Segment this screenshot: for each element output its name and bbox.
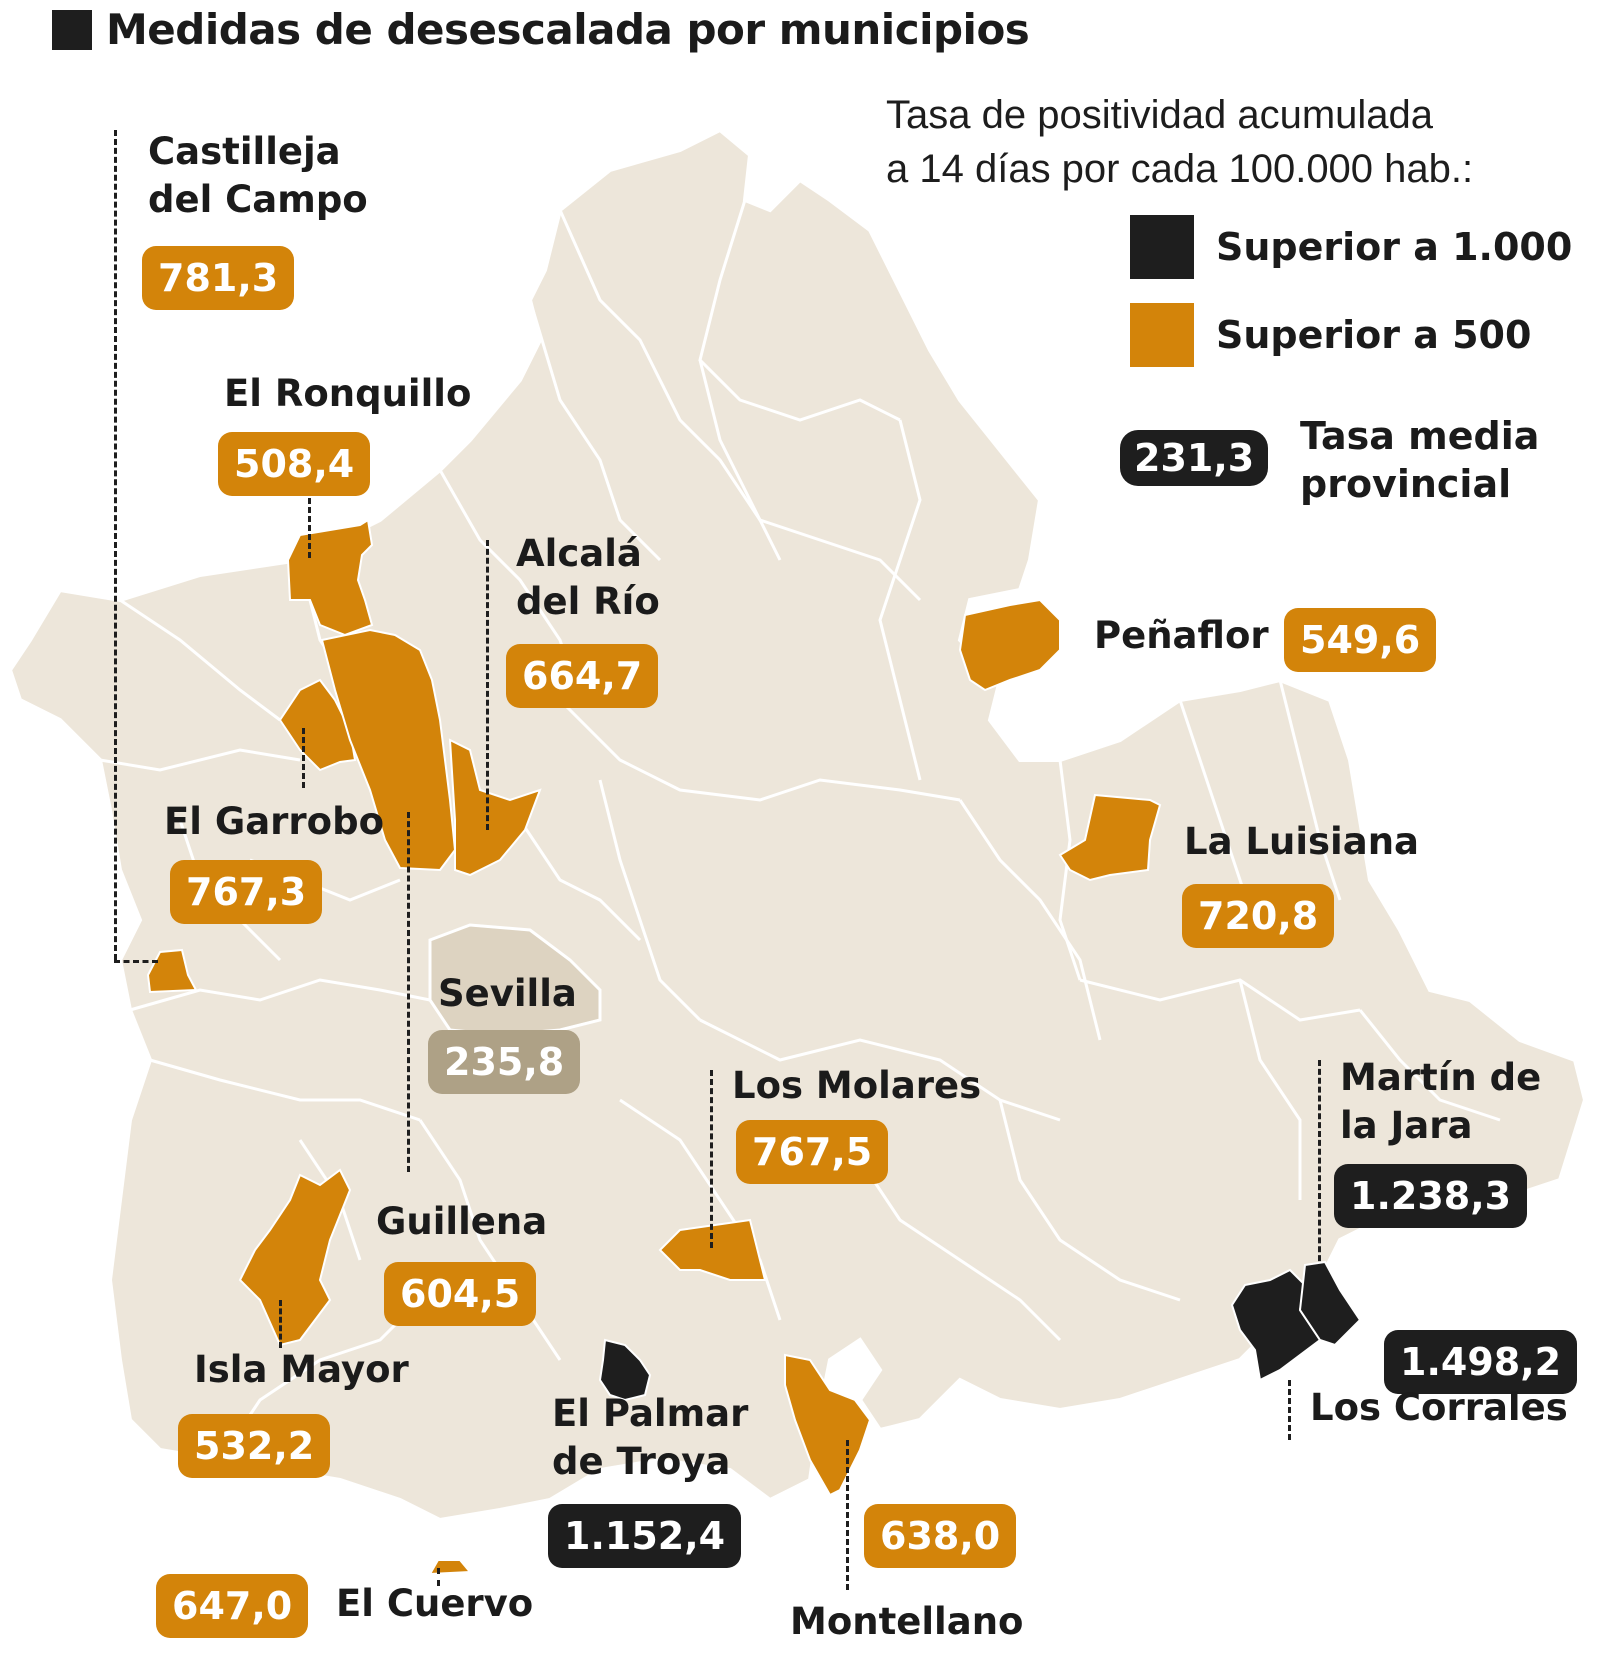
rate-badge-alcala-del-rio: 664,7 <box>506 644 659 708</box>
label-alcala-del-rio: Alcalá del Río <box>516 530 660 626</box>
label-el-palmar-de-troya: El Palmar de Troya <box>552 1390 748 1486</box>
rate-badge-guillena: 604,5 <box>384 1262 537 1326</box>
legend-label: Superior a 500 <box>1216 313 1532 357</box>
name-line1: Alcalá <box>516 532 642 575</box>
rate-badge-el-garrobo: 767,3 <box>170 860 323 924</box>
label-el-garrobo: El Garrobo <box>164 800 384 843</box>
name-line2: del Río <box>516 580 660 623</box>
rate-badge-el-palmar-de-troya: 1.152,4 <box>548 1504 742 1568</box>
name-line2: la Jara <box>1340 1104 1473 1147</box>
label-los-corrales: Los Corrales <box>1310 1386 1568 1429</box>
legend-heading-line1: Tasa de positividad acumulada <box>886 93 1434 137</box>
rate-badge-isla-mayor: 532,2 <box>178 1414 331 1478</box>
legend-item-over-1000: Superior a 1.000 <box>1130 215 1572 279</box>
provincial-average-badge: 231,3 <box>1120 430 1269 486</box>
leader-line-cuervo <box>437 1568 440 1586</box>
leader-line-molares <box>710 1070 713 1248</box>
label-montellano: Montellano <box>790 1600 1024 1643</box>
rate-badge-penaflor: 549,6 <box>1284 608 1437 672</box>
label-guillena: Guillena <box>376 1200 548 1243</box>
leader-line-isla-mayor <box>279 1300 282 1348</box>
rate-badge-el-ronquillo: 508,4 <box>218 432 371 496</box>
label-penaflor: Peñaflor <box>1094 614 1269 657</box>
title-bullet-icon <box>52 10 92 50</box>
leader-line-martin <box>1318 1060 1321 1270</box>
name-line1: Martín de <box>1340 1056 1542 1099</box>
rate-badge-el-cuervo: 647,0 <box>156 1574 309 1638</box>
orange-swatch-icon <box>1130 303 1194 367</box>
header: Medidas de desescalada por municipios <box>52 4 1030 56</box>
name-line2: del Campo <box>148 178 368 221</box>
rate-badge-sevilla: 235,8 <box>428 1030 581 1094</box>
leader-line-ronquillo <box>308 498 311 558</box>
name-line2: de Troya <box>552 1440 731 1483</box>
legend-heading-line2: a 14 días por cada 100.000 hab.: <box>886 147 1474 191</box>
leader-line-guillena <box>407 812 410 1172</box>
rate-badge-los-molares: 767,5 <box>736 1120 889 1184</box>
provincial-average-label: Tasa media provincial <box>1300 412 1539 508</box>
name-line1: El Palmar <box>552 1392 749 1435</box>
legend-item-over-500: Superior a 500 <box>1130 303 1531 367</box>
legend-heading: Tasa de positividad acumulada a 14 días … <box>886 88 1473 196</box>
rate-badge-montellano: 638,0 <box>864 1504 1017 1568</box>
leader-line-garrobo <box>302 728 305 788</box>
label-martin-de-la-jara: Martín de la Jara <box>1340 1054 1541 1150</box>
label-isla-mayor: Isla Mayor <box>194 1348 409 1391</box>
label-el-ronquillo: El Ronquillo <box>224 372 472 415</box>
label-sevilla: Sevilla <box>438 972 577 1015</box>
name-line1: Castilleja <box>148 130 341 173</box>
rate-badge-castilleja-del-campo: 781,3 <box>142 246 295 310</box>
leader-line-castilleja-h <box>114 960 158 963</box>
avg-label-line1: Tasa media <box>1300 414 1540 458</box>
label-la-luisiana: La Luisiana <box>1184 820 1420 863</box>
black-swatch-icon <box>1130 215 1194 279</box>
label-castilleja-del-campo: Castilleja del Campo <box>148 128 368 224</box>
leader-line-castilleja <box>114 130 117 960</box>
rate-badge-los-corrales: 1.498,2 <box>1384 1330 1578 1394</box>
legend-label: Superior a 1.000 <box>1216 225 1573 269</box>
leader-line-montellano <box>846 1440 849 1590</box>
label-los-molares: Los Molares <box>732 1064 982 1107</box>
page-title: Medidas de desescalada por municipios <box>106 5 1030 54</box>
label-el-cuervo: El Cuervo <box>336 1582 534 1625</box>
avg-label-line2: provincial <box>1300 462 1512 506</box>
leader-line-corrales <box>1288 1380 1291 1440</box>
rate-badge-la-luisiana: 720,8 <box>1182 884 1335 948</box>
rate-badge-martin-de-la-jara: 1.238,3 <box>1334 1164 1528 1228</box>
leader-line-alcala <box>486 540 489 830</box>
